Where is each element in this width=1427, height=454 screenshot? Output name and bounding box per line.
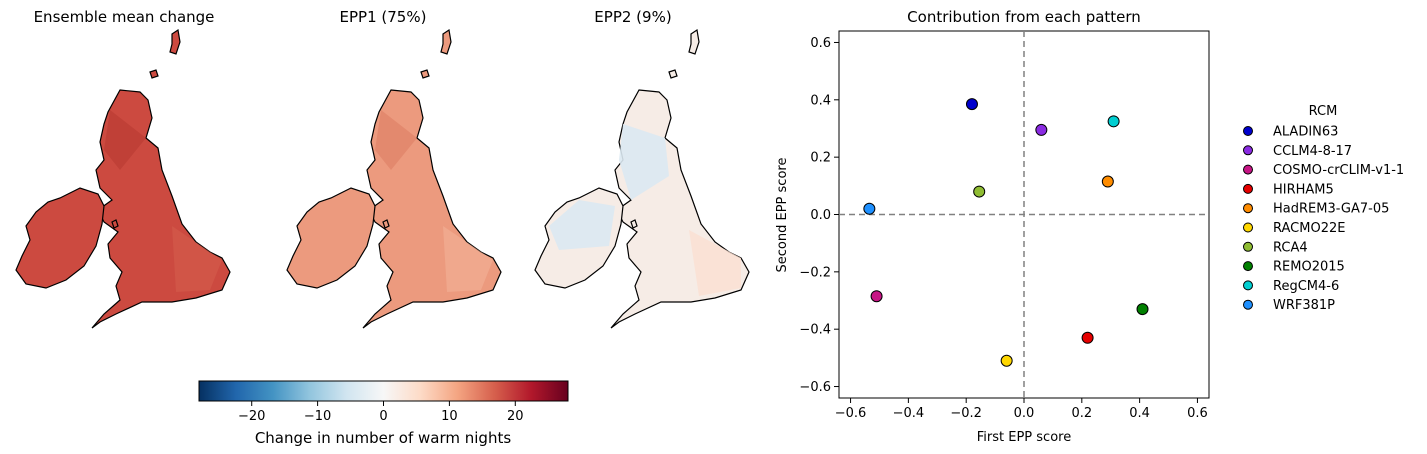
data-point bbox=[1136, 303, 1149, 316]
data-point bbox=[1000, 354, 1013, 367]
y-tick-label: −0.4 bbox=[799, 323, 831, 338]
y-tick-label: 0.0 bbox=[810, 208, 831, 223]
legend-label: ALADIN63 bbox=[1273, 125, 1338, 140]
x-tick-label: 0.4 bbox=[1129, 406, 1150, 421]
legend-marker bbox=[1243, 164, 1253, 175]
colorbar-tick-label: 20 bbox=[507, 409, 524, 424]
map-texture bbox=[172, 226, 222, 292]
map-panel bbox=[286, 29, 502, 329]
x-axis-ticks: −0.6 −0.4 −0.2 0.0 0.2 0.4 0.6 bbox=[835, 398, 1208, 421]
data-point bbox=[973, 185, 986, 198]
legend-label: HIRHAM5 bbox=[1273, 182, 1334, 197]
chart-title: Contribution from each pattern bbox=[907, 8, 1141, 26]
scatter-chart: Contribution from each pattern −0.6 −0.4−… bbox=[775, 8, 1210, 445]
y-tick-label: 0.4 bbox=[810, 93, 831, 108]
colorbar-gradient bbox=[198, 380, 569, 402]
legend-marker bbox=[1243, 261, 1253, 272]
map-panels: Ensemble mean change EPP1 (75%) EPP2 (9%) bbox=[15, 8, 750, 329]
colorbar-tick-label: 0 bbox=[379, 409, 387, 424]
legend-label: RCA4 bbox=[1273, 240, 1308, 255]
map-panel bbox=[15, 29, 231, 329]
colorbar-label: Change in number of warm nights bbox=[255, 429, 512, 447]
map-texture bbox=[375, 110, 417, 170]
data-points bbox=[863, 98, 1149, 367]
x-tick-label: −0.2 bbox=[950, 406, 982, 421]
legend-title: RCM bbox=[1309, 104, 1338, 119]
colorbar-ticks: −20 −10 0 10 20 bbox=[238, 401, 524, 424]
map-texture bbox=[443, 226, 493, 292]
legend-label: REMO2015 bbox=[1273, 260, 1345, 275]
map-texture bbox=[104, 110, 146, 170]
data-point bbox=[1081, 331, 1094, 344]
legend-label: COSMO-crCLIM-v1-1 bbox=[1273, 163, 1404, 178]
map-panel bbox=[534, 29, 750, 329]
map-title: EPP1 (75%) bbox=[340, 8, 427, 26]
legend-marker bbox=[1243, 222, 1253, 233]
legend-marker bbox=[1243, 299, 1253, 310]
map-title: EPP2 (9%) bbox=[594, 8, 671, 26]
colorbar-tick-label: −10 bbox=[304, 409, 331, 424]
y-tick-label: −0.2 bbox=[799, 265, 831, 280]
legend-label: RACMO22E bbox=[1273, 221, 1345, 236]
legend-label: WRF381P bbox=[1273, 298, 1335, 313]
colorbar-tick-label: −20 bbox=[238, 409, 265, 424]
x-tick-label: −0.6 bbox=[835, 406, 867, 421]
map-texture bbox=[689, 230, 741, 296]
y-axis-label: Second EPP score bbox=[775, 158, 790, 273]
x-tick-label: 0.0 bbox=[1014, 406, 1035, 421]
x-tick-label: 0.2 bbox=[1071, 406, 1092, 421]
legend-marker bbox=[1243, 203, 1253, 214]
x-tick-label: 0.6 bbox=[1187, 406, 1208, 421]
legend-label: CCLM4-8-17 bbox=[1273, 144, 1352, 159]
y-axis-ticks: −0.6 −0.4 −0.2 0.0 0.2 0.4 0.6 bbox=[799, 36, 839, 395]
legend-label: HadREM3-GA7-05 bbox=[1273, 202, 1389, 217]
legend: RCM ALADIN63 CCLM4-8-17 COSMO-crCLIM-v1-1 H… bbox=[1243, 104, 1404, 313]
legend-marker bbox=[1243, 183, 1253, 194]
map-title: Ensemble mean change bbox=[34, 8, 215, 26]
data-point bbox=[1035, 123, 1048, 136]
y-tick-label: −0.6 bbox=[799, 380, 831, 395]
legend-marker bbox=[1243, 241, 1253, 252]
data-point bbox=[965, 98, 978, 111]
x-axis-label: First EPP score bbox=[977, 430, 1071, 445]
data-point bbox=[870, 290, 883, 303]
map-texture bbox=[549, 200, 615, 250]
legend-marker bbox=[1243, 145, 1253, 156]
data-point bbox=[1101, 175, 1114, 188]
y-tick-label: 0.6 bbox=[810, 36, 831, 51]
data-point bbox=[863, 202, 876, 215]
legend-items: ALADIN63 CCLM4-8-17 COSMO-crCLIM-v1-1 HIRHA… bbox=[1243, 125, 1404, 313]
colorbar-tick-label: 10 bbox=[441, 409, 458, 424]
data-point bbox=[1107, 115, 1120, 128]
x-tick-label: −0.4 bbox=[893, 406, 925, 421]
colorbar: −20 −10 0 10 20 Change in number of warm nig… bbox=[198, 380, 569, 447]
legend-marker bbox=[1243, 280, 1253, 291]
map-texture bbox=[619, 124, 669, 200]
legend-label: RegCM4-6 bbox=[1273, 279, 1339, 294]
legend-marker bbox=[1243, 126, 1253, 136]
y-tick-label: 0.2 bbox=[810, 151, 831, 166]
